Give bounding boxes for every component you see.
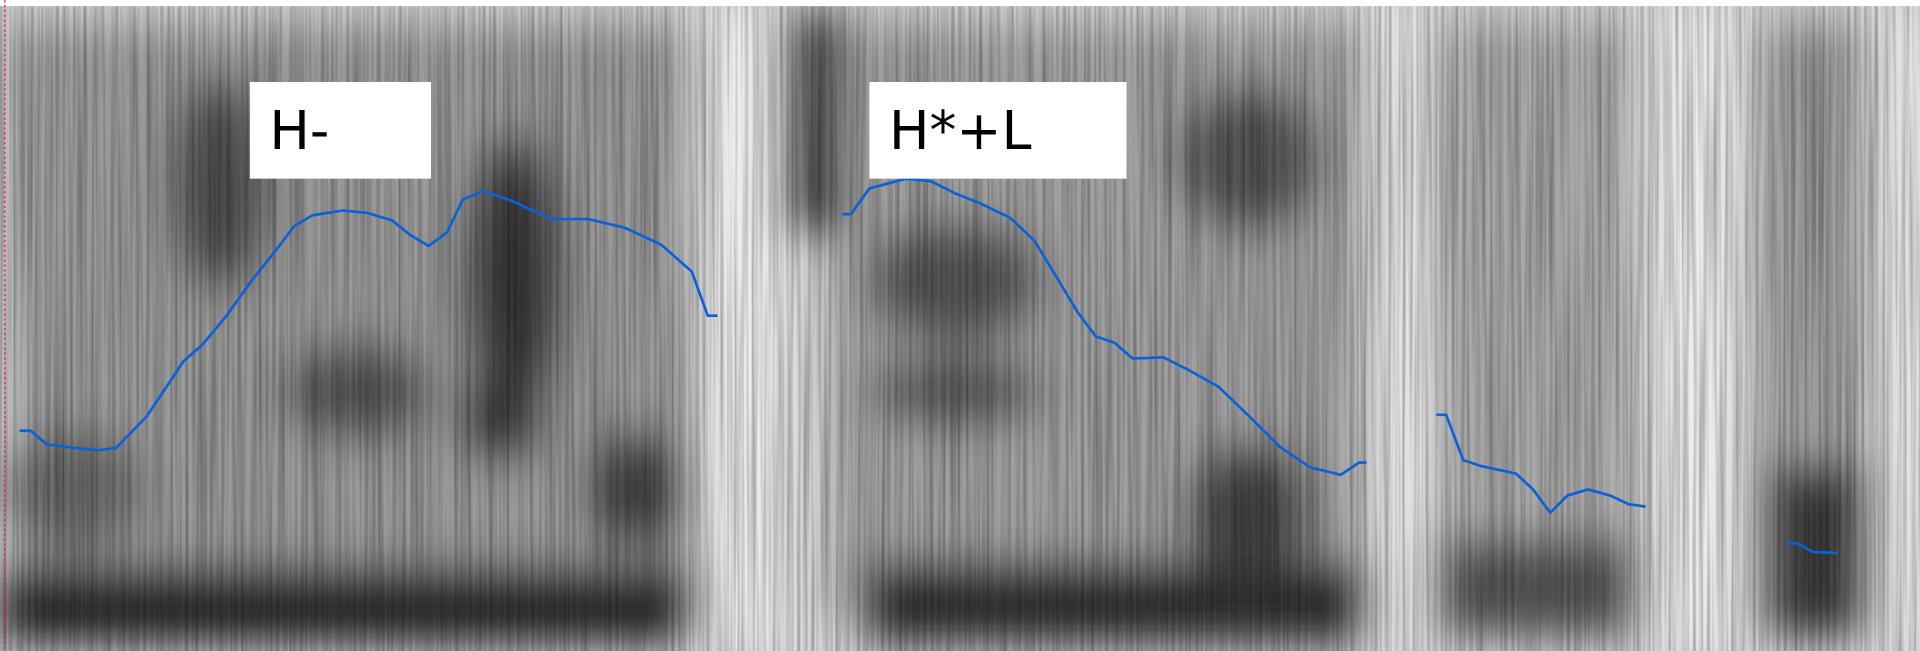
pitch-contour	[19, 189, 718, 452]
label-box	[869, 81, 1127, 179]
pitch-contour	[1436, 413, 1646, 515]
tone-label: H-	[269, 99, 329, 162]
top-edge	[0, 0, 1920, 7]
label-box	[249, 81, 432, 179]
pitch-contour	[1787, 541, 1839, 555]
pitch-contour	[842, 177, 1367, 477]
tone-label: H*+L	[889, 99, 1032, 162]
